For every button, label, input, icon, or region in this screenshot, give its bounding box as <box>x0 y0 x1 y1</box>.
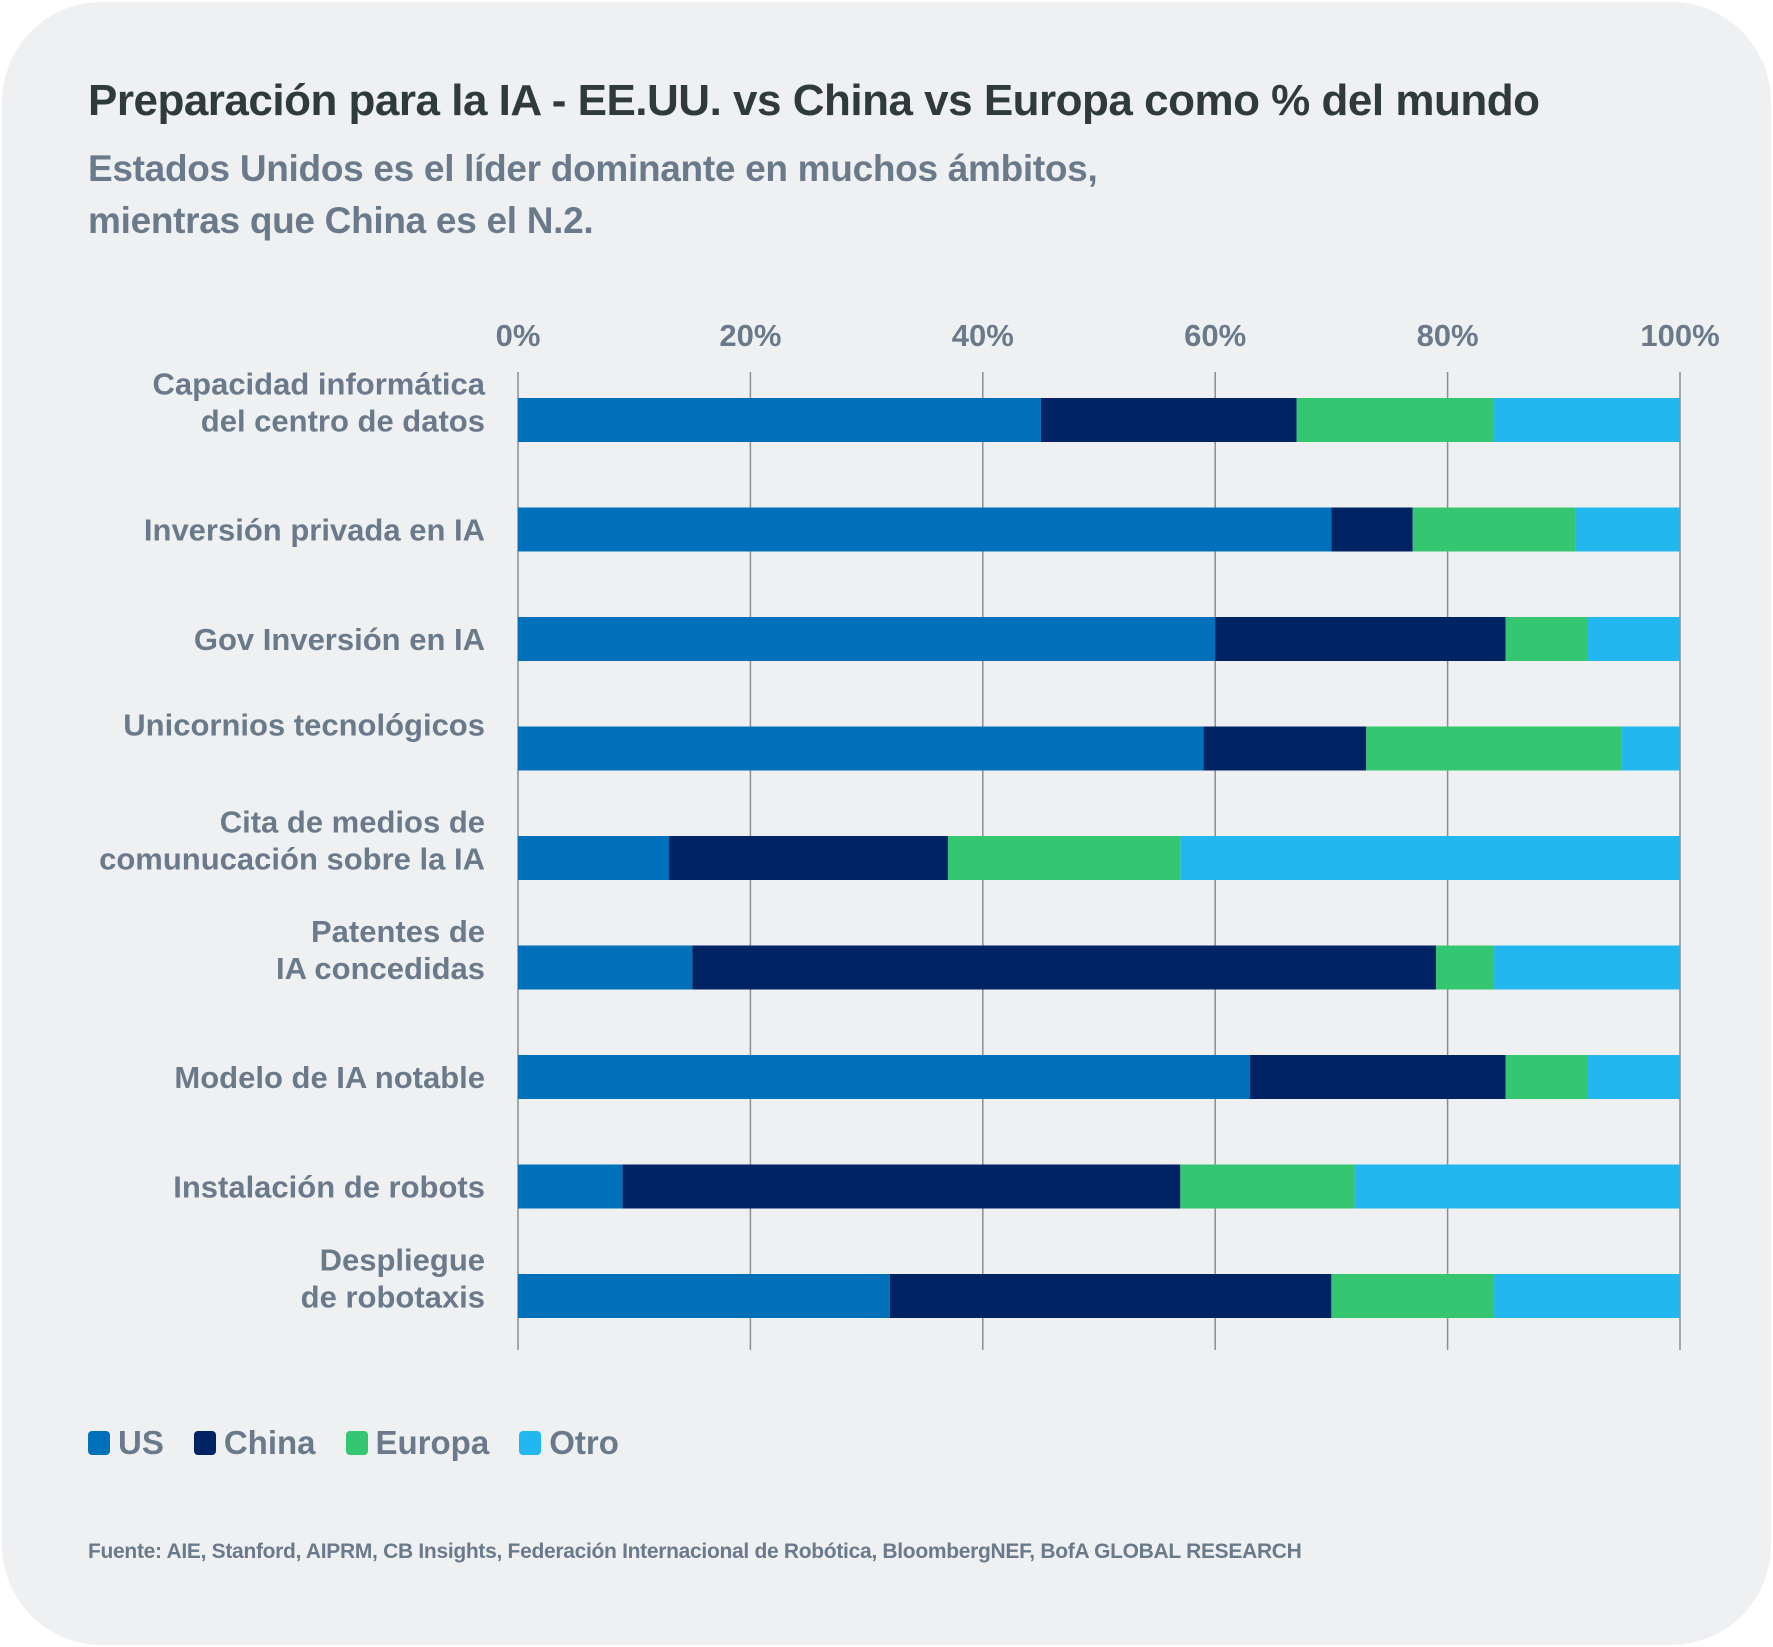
legend-label: China <box>223 1424 316 1461</box>
category-label: Capacidad informática <box>153 367 486 402</box>
category-label: del centro de datos <box>201 404 485 439</box>
legend-label: US <box>118 1424 164 1461</box>
bar-segment-europa <box>1366 726 1622 771</box>
x-tick-label: 100% <box>1640 318 1719 353</box>
x-tick-label: 80% <box>1417 318 1479 353</box>
category-label: Patentes de <box>311 914 485 949</box>
legend-swatch <box>193 1431 216 1455</box>
bar-segment-us <box>518 1274 890 1318</box>
bar-segment-europa <box>1505 617 1588 661</box>
category-label: Modelo de IA notable <box>174 1060 485 1095</box>
bar-segment-us <box>518 1164 623 1209</box>
bar-segment-europa <box>1180 1164 1355 1209</box>
bar-segment-china <box>622 1164 1181 1209</box>
x-tick-label: 60% <box>1184 318 1246 353</box>
legend-swatch <box>345 1431 368 1455</box>
source-note: Fuente: AIE, Stanford, AIPRM, CB Insight… <box>88 1540 1302 1563</box>
chart-title: Preparación para la IA - EE.UU. vs China… <box>88 76 1540 125</box>
x-tick-label: 40% <box>952 318 1014 353</box>
legend-item-europa: Europa <box>345 1424 490 1462</box>
bar-segment-us <box>518 836 670 880</box>
category-label: IA concedidas <box>276 951 485 986</box>
bar-segment-otro <box>1575 507 1680 552</box>
bar-segment-china <box>889 1274 1332 1318</box>
bar-segment-us <box>518 1055 1251 1099</box>
bar-segment-us <box>518 726 1204 771</box>
chart-legend: US China Europa Otro <box>88 1424 649 1462</box>
bar-segment-europa <box>947 836 1181 880</box>
bar-segment-china <box>1215 617 1506 661</box>
bar-segment-china <box>669 836 948 880</box>
bar-segment-otro <box>1587 1055 1680 1099</box>
bar-segment-us <box>518 617 1216 661</box>
category-label: comunucación sobre la IA <box>99 842 485 877</box>
bar-segment-china <box>1250 1055 1506 1099</box>
category-label: Gov Inversión en IA <box>194 622 485 657</box>
chart-subtitle-line-2: mientras que China es el N.2. <box>88 200 594 241</box>
legend-item-china: China <box>193 1424 316 1462</box>
category-label: Despliegue <box>320 1243 485 1278</box>
bar-segment-europa <box>1505 1055 1588 1099</box>
category-label: Unicornios tecnológicos <box>123 708 485 743</box>
bar-segment-otro <box>1354 1164 1680 1209</box>
legend-swatch <box>88 1431 110 1455</box>
category-label: Instalación de robots <box>173 1170 485 1205</box>
x-tick-label: 0% <box>496 318 541 353</box>
legend-item-otro: Otro <box>519 1424 619 1462</box>
category-label: Inversión privada en IA <box>144 513 485 548</box>
bar-segment-europa <box>1331 1274 1495 1318</box>
bar-segment-us <box>518 507 1332 552</box>
chart-subtitle-line-1: Estados Unidos es el líder dominante en … <box>88 148 1098 189</box>
legend-label: Otro <box>549 1424 619 1461</box>
bar-segment-otro <box>1587 617 1680 661</box>
legend-swatch <box>519 1431 542 1455</box>
legend-label: Europa <box>375 1424 490 1461</box>
category-label: de robotaxis <box>301 1280 485 1315</box>
bar-segment-china <box>1203 726 1367 771</box>
bar-segment-us <box>518 398 1041 442</box>
bar-segment-europa <box>1435 945 1495 990</box>
bar-segment-otro <box>1494 945 1680 990</box>
x-tick-label: 20% <box>719 318 781 353</box>
category-label: Cita de medios de <box>220 805 485 840</box>
bar-segment-china <box>692 945 1436 990</box>
bar-segment-europa <box>1296 398 1495 442</box>
bar-segment-otro <box>1494 1274 1680 1318</box>
legend-item-us: US <box>88 1424 164 1462</box>
bar-segment-china <box>1331 507 1413 552</box>
bar-segment-china <box>1040 398 1297 442</box>
bar-segment-otro <box>1621 726 1680 771</box>
bar-segment-europa <box>1412 507 1576 552</box>
bar-segment-us <box>518 945 693 990</box>
bar-segment-otro <box>1494 398 1680 442</box>
bar-segment-otro <box>1180 836 1680 880</box>
